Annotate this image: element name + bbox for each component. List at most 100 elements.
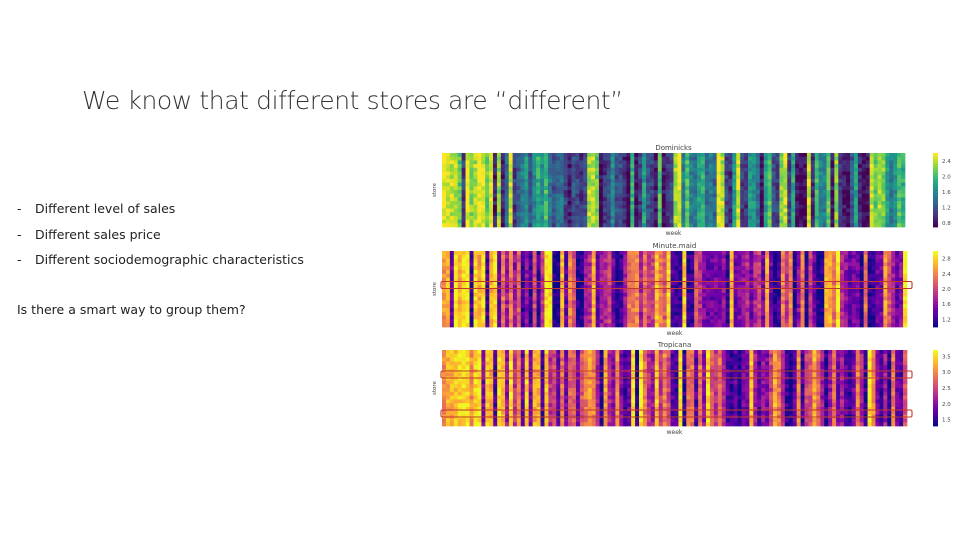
heatmap-cell bbox=[611, 319, 616, 324]
heatmap-cell bbox=[704, 178, 710, 183]
heatmap-cell bbox=[665, 197, 670, 202]
heatmap-cell bbox=[779, 182, 784, 187]
heatmap-cell bbox=[761, 266, 766, 271]
heatmap-cell bbox=[544, 273, 549, 278]
heatmap-cell bbox=[736, 175, 741, 180]
heatmap-cell bbox=[700, 164, 706, 169]
heatmap-cell bbox=[504, 186, 510, 191]
heatmap-cell bbox=[885, 193, 890, 198]
heatmap-cell bbox=[867, 311, 872, 316]
heatmap-cell bbox=[445, 197, 451, 202]
heatmap-cell bbox=[457, 403, 463, 408]
heatmap-cell bbox=[583, 215, 588, 220]
heatmap-cell bbox=[826, 156, 831, 161]
heatmap-cell bbox=[828, 273, 833, 278]
heatmap-cell bbox=[501, 258, 506, 263]
heatmap-cell bbox=[457, 277, 463, 282]
heatmap-cell bbox=[615, 311, 620, 316]
heatmap-cell bbox=[442, 399, 447, 404]
heatmap-cell bbox=[887, 308, 892, 313]
heatmap-cell bbox=[650, 300, 656, 305]
heatmap-cell bbox=[865, 219, 871, 224]
heatmap-cell bbox=[587, 190, 592, 195]
heatmap-cell bbox=[855, 254, 861, 259]
heatmap-cell bbox=[749, 289, 754, 294]
heatmap-cell bbox=[883, 311, 888, 316]
heatmap-cell bbox=[891, 315, 896, 320]
heatmap-cell bbox=[508, 304, 514, 309]
heatmap-cell bbox=[697, 223, 702, 228]
heatmap-cell bbox=[728, 164, 733, 169]
heatmap-cell bbox=[639, 277, 644, 282]
heatmap-cell bbox=[516, 273, 522, 278]
heatmap-cell bbox=[642, 289, 648, 294]
colorbar: 2.42.01.61.20.8 bbox=[933, 153, 951, 228]
heatmap-cell bbox=[556, 296, 561, 301]
heatmap-cell bbox=[851, 266, 857, 271]
heatmap-cell bbox=[806, 212, 812, 217]
heatmap-cell bbox=[669, 164, 674, 169]
heatmap-cell bbox=[851, 315, 857, 320]
heatmap-cell bbox=[824, 270, 829, 275]
heatmap-cell bbox=[891, 323, 896, 328]
heatmap-cell bbox=[748, 215, 753, 220]
heatmap-cell bbox=[857, 190, 863, 195]
heatmap-cell bbox=[457, 304, 463, 309]
heatmap-cell bbox=[706, 254, 711, 259]
heatmap-cell bbox=[763, 178, 769, 183]
heatmap-cell bbox=[810, 178, 816, 183]
heatmap-cell bbox=[489, 186, 494, 191]
heatmap-cell bbox=[775, 186, 780, 191]
heatmap-cell bbox=[532, 201, 537, 206]
heatmap-cell bbox=[834, 164, 839, 169]
heatmap-cell bbox=[741, 296, 746, 301]
heatmap-cell bbox=[481, 289, 486, 294]
heatmap-cell bbox=[769, 308, 774, 313]
heatmap-cell bbox=[657, 190, 663, 195]
heatmap-cell bbox=[873, 182, 878, 187]
heatmap-cell bbox=[555, 215, 561, 220]
heatmap-cell bbox=[481, 215, 486, 220]
heatmap-cell bbox=[508, 178, 513, 183]
heatmap-cell bbox=[639, 308, 644, 313]
heatmap-cell bbox=[473, 190, 478, 195]
heatmap-cell bbox=[810, 212, 816, 217]
heatmap-cell bbox=[606, 190, 612, 195]
colorbar-step bbox=[933, 182, 938, 185]
heatmap-cell bbox=[473, 308, 478, 313]
heatmap-cell bbox=[461, 384, 466, 389]
heatmap-cell bbox=[791, 204, 796, 209]
heatmap-cell bbox=[855, 281, 861, 286]
heatmap-cell bbox=[568, 273, 573, 278]
colorbar-step bbox=[933, 304, 938, 307]
heatmap-cell bbox=[669, 167, 674, 172]
heatmap-cell bbox=[579, 204, 584, 209]
heatmap-cell bbox=[520, 273, 526, 278]
heatmap-cell bbox=[716, 193, 721, 198]
heatmap-cell bbox=[572, 315, 577, 320]
heatmap-cell bbox=[501, 308, 506, 313]
heatmap-cell bbox=[540, 258, 545, 263]
heatmap-cell bbox=[481, 201, 486, 206]
heatmap-cell bbox=[662, 304, 667, 309]
heatmap-cell bbox=[481, 167, 486, 172]
heatmap-cell bbox=[838, 153, 843, 158]
heatmap-cell bbox=[560, 315, 565, 320]
heatmap-cell bbox=[603, 251, 608, 256]
heatmap-cell bbox=[822, 212, 827, 217]
heatmap-cell bbox=[575, 281, 581, 286]
heatmap-cell bbox=[556, 300, 561, 305]
heatmap-cell bbox=[642, 315, 648, 320]
heatmap-cell bbox=[650, 308, 656, 313]
heatmap-cell bbox=[702, 251, 707, 256]
heatmap-cell bbox=[875, 304, 880, 309]
heatmap-cell bbox=[665, 219, 670, 224]
heatmap-cell bbox=[505, 258, 510, 263]
heatmap-cell bbox=[724, 204, 729, 209]
heatmap-cell bbox=[685, 204, 690, 209]
heatmap-cell bbox=[776, 258, 782, 263]
heatmap-cell bbox=[670, 323, 675, 328]
heatmap-cell bbox=[732, 219, 737, 224]
heatmap-cell bbox=[445, 353, 451, 358]
heatmap-cell bbox=[779, 215, 784, 220]
